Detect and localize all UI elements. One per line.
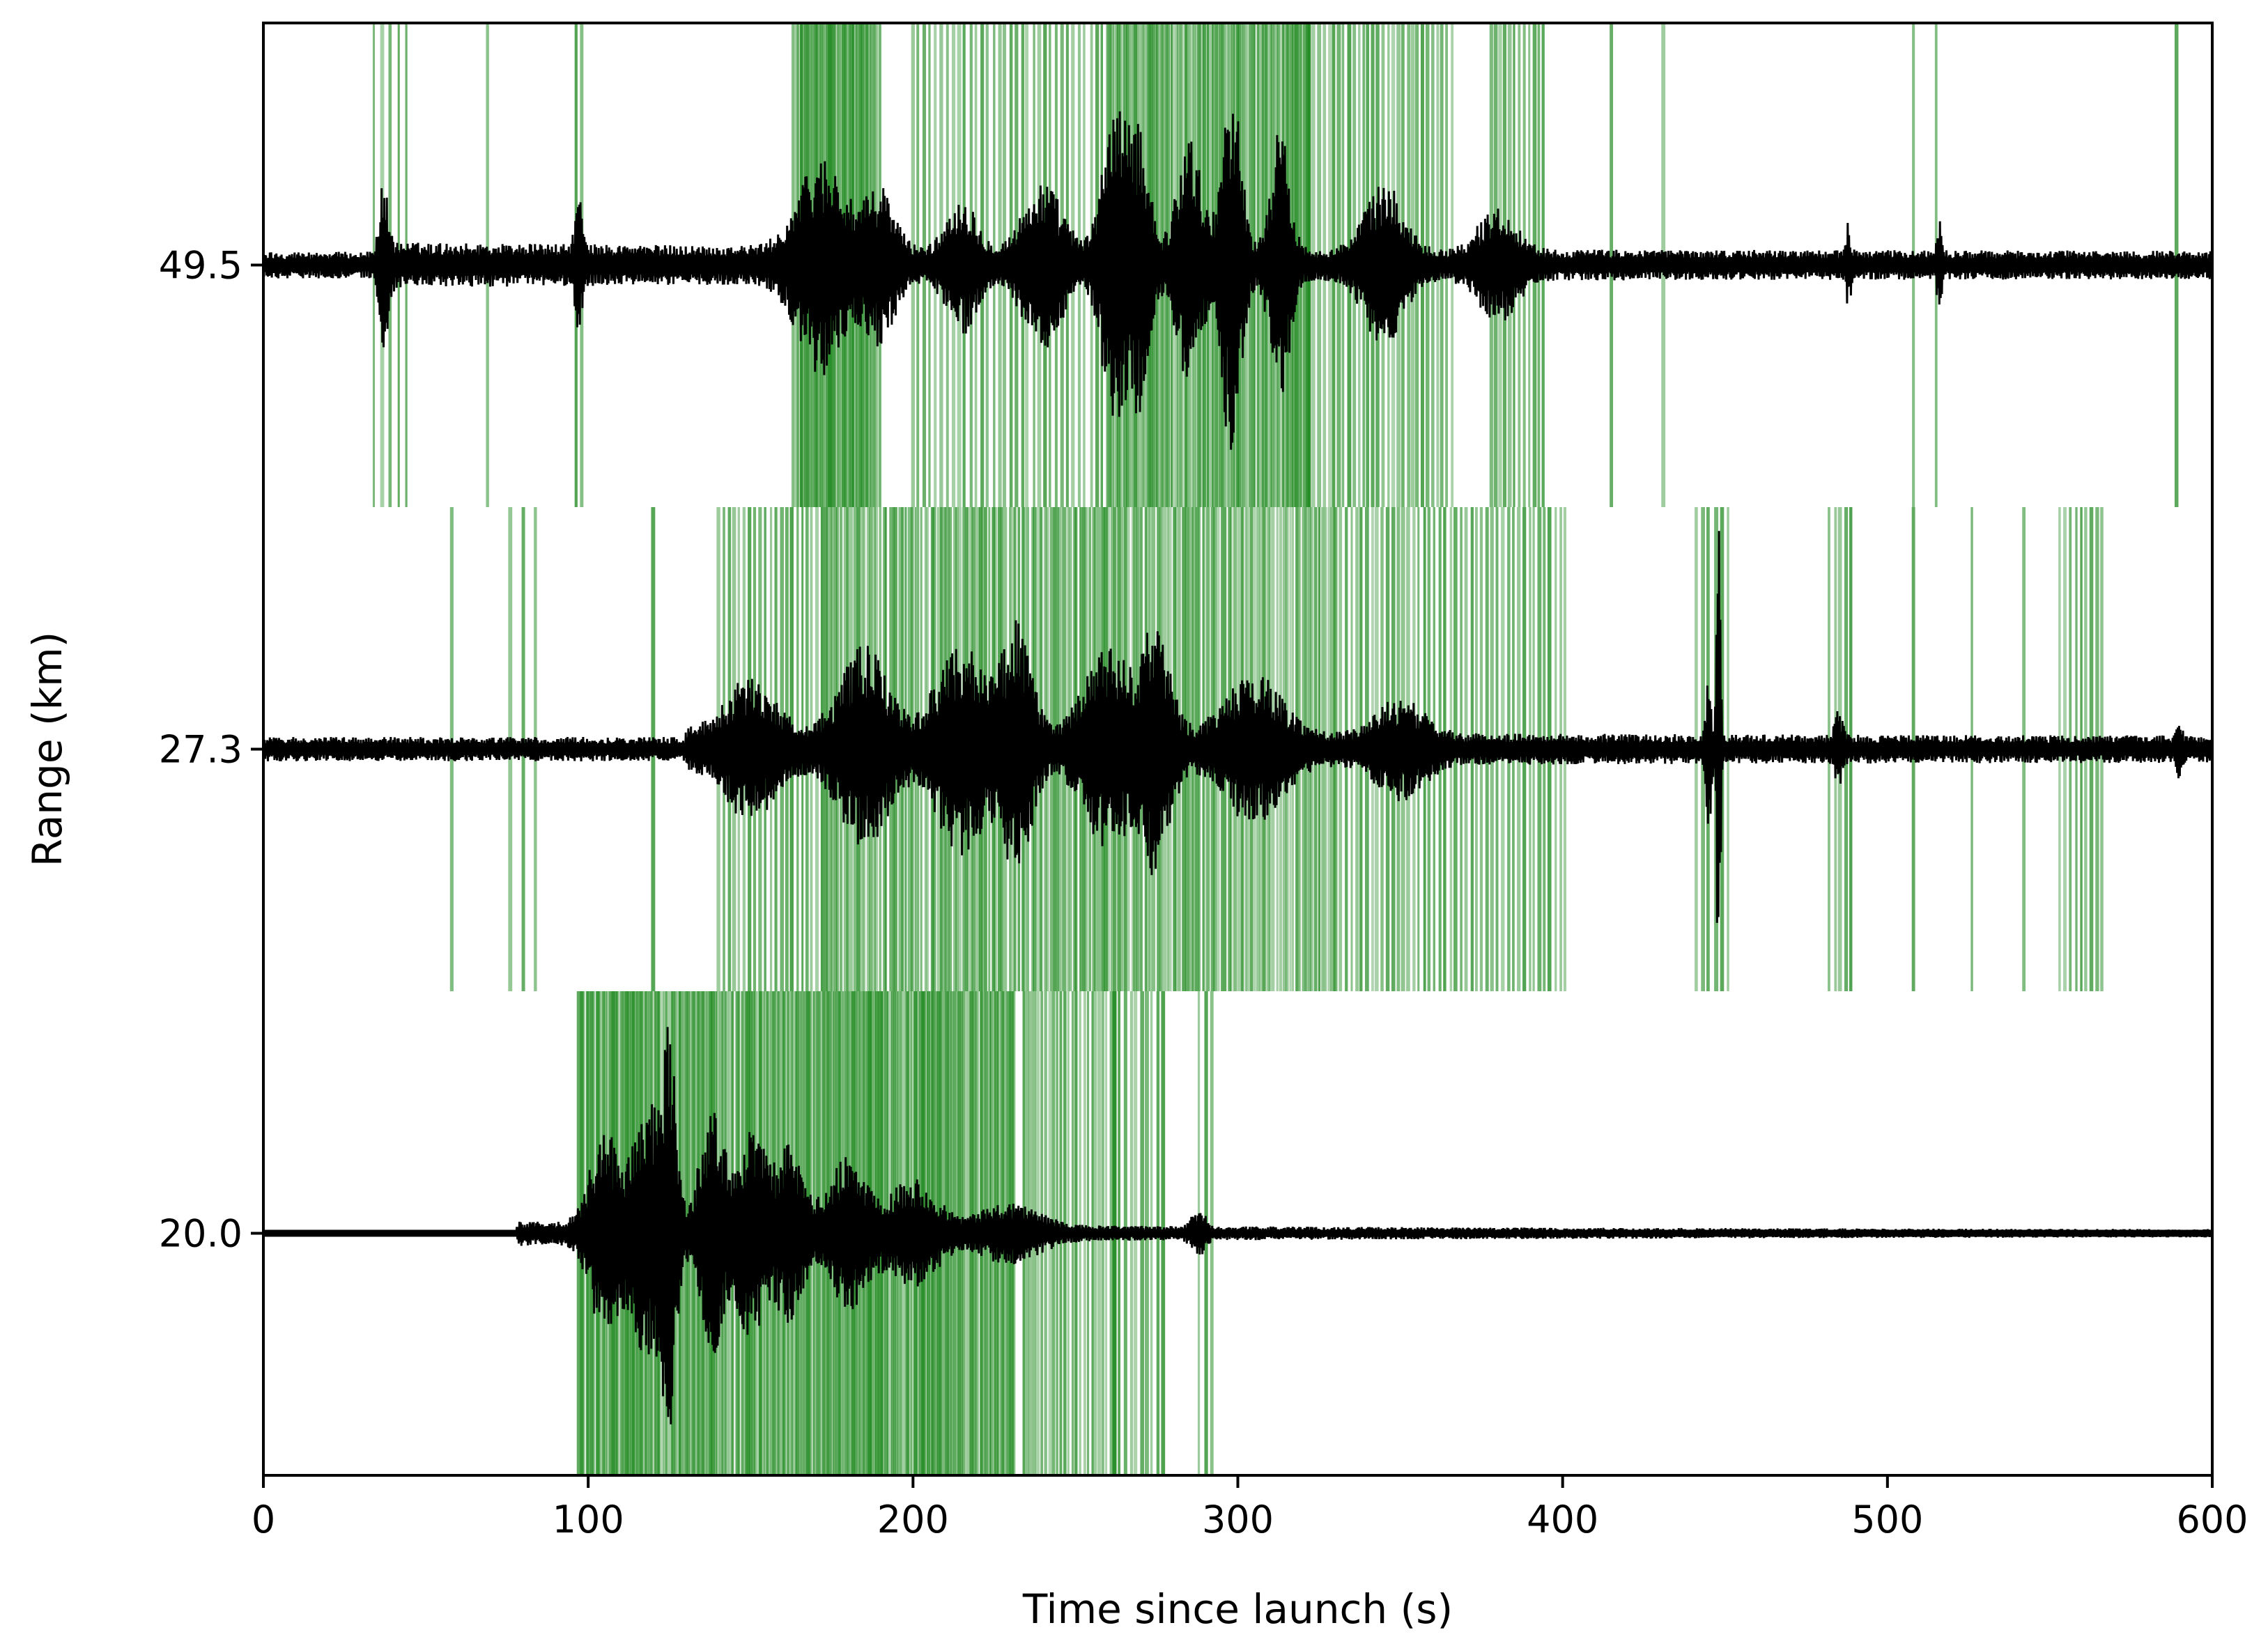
seismic-trace-27.3 [262, 531, 2214, 923]
trace-layer [262, 111, 2214, 1424]
x-tick-label: 600 [2176, 1498, 2248, 1542]
y-axis-label: Range (km) [24, 632, 71, 867]
x-axis-ticks: 0 100 200 300 400 500 600 [252, 1475, 2248, 1542]
x-tick-label: 0 [252, 1498, 275, 1542]
x-tick-label: 300 [1202, 1498, 1274, 1542]
y-axis-ticks: 49.5 27.3 20.0 [159, 244, 263, 1256]
x-tick-label: 400 [1527, 1498, 1598, 1542]
x-tick-label: 200 [877, 1498, 949, 1542]
y-tick-label: 20.0 [159, 1212, 242, 1256]
y-tick-label: 27.3 [159, 728, 242, 772]
x-axis-label: Time since launch (s) [1022, 1585, 1453, 1633]
x-tick-label: 500 [1851, 1498, 1923, 1542]
seismic-trace-49.5 [262, 111, 2214, 450]
x-tick-label: 100 [553, 1498, 624, 1542]
y-tick-label: 49.5 [159, 244, 242, 288]
seismic-trace-20.0 [262, 1027, 2214, 1424]
